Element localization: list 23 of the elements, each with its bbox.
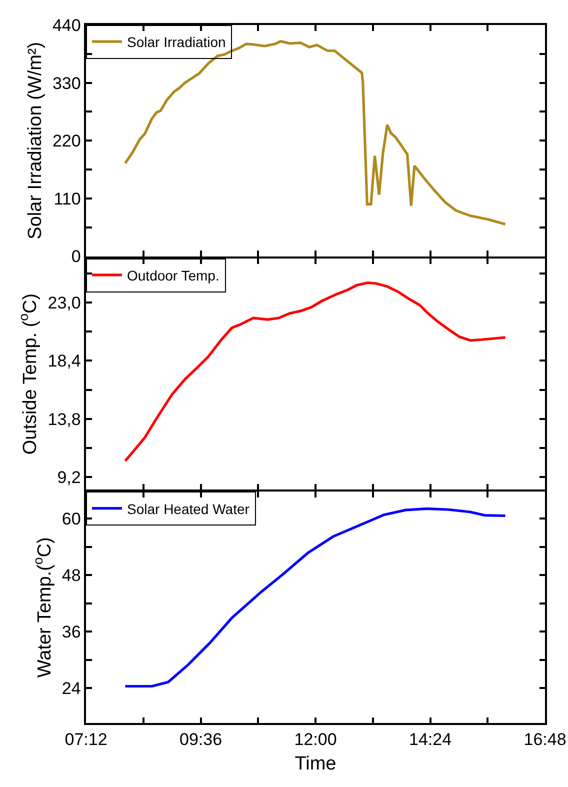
x-tick-label: 07:12 (64, 730, 108, 750)
y-tick-label: 13,8 (48, 410, 81, 429)
x-tick-label: 14:24 (408, 730, 452, 750)
y-tick-label: 440 (52, 16, 81, 35)
y-tick-label: 9,2 (57, 468, 81, 487)
x-tick-label: 12:00 (294, 730, 337, 750)
y-tick-label: 0 (71, 247, 81, 266)
y-tick-label: 330 (52, 74, 81, 93)
x-tick-label: 16:48 (524, 730, 566, 750)
y-tick-label: 48 (62, 566, 81, 586)
x-axis-title: Time (294, 753, 336, 774)
x-tick-label: 09:36 (179, 730, 222, 750)
legend-label: Solar Irradiation (127, 34, 226, 50)
y-tick-label: 24 (62, 679, 81, 698)
y-tick-label: 23,0 (48, 294, 81, 313)
y-tick-label: 220 (52, 132, 81, 151)
y-tick-label: 18,4 (48, 352, 81, 371)
legend-label: Solar Heated Water (127, 500, 250, 517)
y-axis-title: Solar Irradiation (W/m²) (24, 42, 46, 240)
legend-label: Outdoor Temp. (127, 267, 220, 284)
y-tick-label: 36 (62, 622, 81, 642)
y-tick-label: 60 (62, 510, 81, 529)
y-tick-label: 110 (54, 189, 81, 208)
